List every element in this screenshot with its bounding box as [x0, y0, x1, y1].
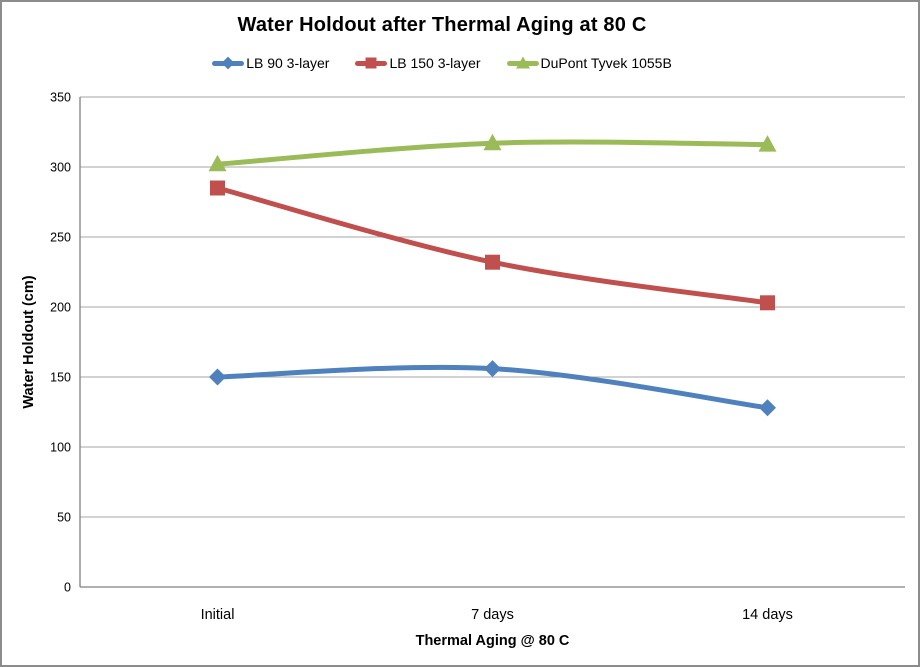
y-tick-label: 250: [50, 231, 71, 245]
y-tick-label: 200: [50, 301, 71, 315]
data-point-marker: [208, 154, 227, 172]
legend-label: LB 90 3-layer: [246, 55, 330, 71]
y-tick-label: 350: [50, 91, 71, 105]
y-tick-label: 0: [64, 581, 71, 595]
legend-item-lb-150: LB 150 3-layer: [355, 54, 481, 72]
y-tick-label: 150: [50, 371, 71, 385]
data-point-marker: [759, 399, 776, 417]
legend-item-lb-90: LB 90 3-layer: [212, 54, 329, 72]
x-category-label: Initial: [201, 607, 235, 623]
x-category-label: 7 days: [471, 607, 514, 623]
data-point-marker: [483, 133, 502, 151]
triangle-icon: [515, 56, 530, 69]
x-axis-title: Thermal Aging @ 80 C: [416, 633, 570, 649]
data-point-marker: [760, 295, 775, 311]
line-square-marker-icon: [355, 54, 388, 72]
square-icon: [365, 57, 377, 69]
line-diamond-marker-icon: [212, 54, 245, 72]
data-point-marker: [209, 368, 226, 386]
chart-legend: LB 90 3-layer LB 150 3-layer DuPont Tyve…: [2, 54, 900, 72]
chart-title: Water Holdout after Thermal Aging at 80 …: [237, 14, 647, 36]
data-point-marker: [758, 135, 777, 152]
legend-item-tyvek: DuPont Tyvek 1055B: [506, 54, 672, 72]
x-category-label: 14 days: [742, 607, 793, 623]
series-line-1: [215, 185, 770, 306]
legend-label: DuPont Tyvek 1055B: [540, 55, 672, 71]
data-point-marker: [210, 180, 225, 196]
data-point-marker: [484, 360, 501, 378]
legend-label: LB 150 3-layer: [389, 55, 481, 71]
y-tick-label: 50: [57, 511, 71, 525]
y-axis-title: Water Holdout (cm): [21, 275, 37, 408]
data-point-marker: [485, 254, 500, 270]
y-tick-label: 300: [50, 161, 71, 175]
line-triangle-marker-icon: [506, 54, 539, 72]
y-tick-label: 100: [50, 441, 71, 455]
